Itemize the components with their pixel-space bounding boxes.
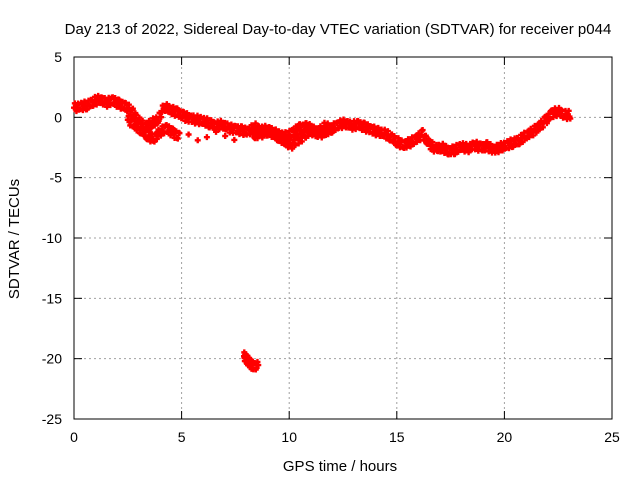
plot-border: [73, 56, 613, 420]
data-point: [139, 117, 146, 124]
y-tick-label: -20: [42, 351, 62, 367]
data-point: [133, 111, 140, 118]
data-point: [547, 115, 554, 122]
data-point: [429, 139, 436, 146]
x-tick-label: 25: [604, 429, 620, 445]
data-point: [259, 134, 266, 141]
data-point: [340, 116, 347, 123]
data-point: [292, 142, 299, 149]
data-point: [255, 362, 262, 369]
data-point: [565, 107, 572, 114]
data-point: [407, 143, 414, 150]
data-point: [530, 132, 537, 139]
data-point: [533, 129, 540, 136]
x-tick-label: 0: [70, 429, 78, 445]
data-point: [277, 130, 284, 137]
x-tick-label: 10: [281, 429, 297, 445]
data-point: [451, 151, 458, 158]
data-point: [95, 92, 102, 99]
data-point: [161, 130, 168, 137]
y-tick-label: 5: [54, 49, 62, 65]
x-axis-label: GPS time / hours: [283, 458, 397, 475]
x-tick-label: 5: [178, 429, 186, 445]
y-tick-label: -15: [42, 290, 62, 306]
data-point: [211, 119, 218, 126]
data-point: [135, 120, 142, 127]
data-point: [116, 96, 123, 103]
data-point: [261, 125, 268, 132]
y-axis-label: SDTVAR / TECUs: [6, 179, 23, 299]
data-point: [324, 120, 331, 127]
x-tick-label: 15: [389, 429, 405, 445]
data-point: [519, 139, 526, 146]
data-point: [422, 132, 429, 139]
data-point: [231, 136, 238, 143]
data-point: [419, 127, 426, 134]
data-point: [155, 117, 162, 124]
data-point: [129, 105, 136, 112]
data-point: [567, 115, 574, 122]
y-tick-label: -5: [50, 170, 63, 186]
data-point: [384, 128, 391, 135]
chart-title: Day 213 of 2022, Sidereal Day-to-day VTE…: [65, 21, 612, 38]
data-point: [306, 130, 313, 137]
data-point: [217, 117, 224, 124]
data-point: [203, 134, 210, 141]
data-point: [240, 131, 247, 138]
data-point: [125, 113, 132, 120]
data-point: [443, 142, 450, 149]
data-point: [410, 141, 417, 148]
y-tick-label: -25: [42, 411, 62, 427]
data-point: [298, 138, 305, 145]
data-point: [213, 128, 220, 135]
data-point: [185, 131, 192, 138]
data-point: [271, 127, 278, 134]
data-point: [289, 145, 296, 152]
data-point: [176, 130, 183, 137]
data-point: [222, 133, 229, 140]
y-tick-label: -10: [42, 230, 62, 246]
data-point: [194, 137, 201, 144]
data-point: [174, 135, 181, 142]
data-point: [169, 125, 176, 132]
data-point: [326, 126, 333, 133]
data-point: [543, 120, 550, 127]
x-tick-label: 20: [497, 429, 513, 445]
y-tick-label: 0: [54, 109, 62, 125]
data-point: [280, 133, 287, 140]
data-point: [128, 116, 135, 123]
data-point: [312, 133, 319, 140]
data-point: [264, 132, 271, 139]
data-point: [158, 114, 165, 121]
